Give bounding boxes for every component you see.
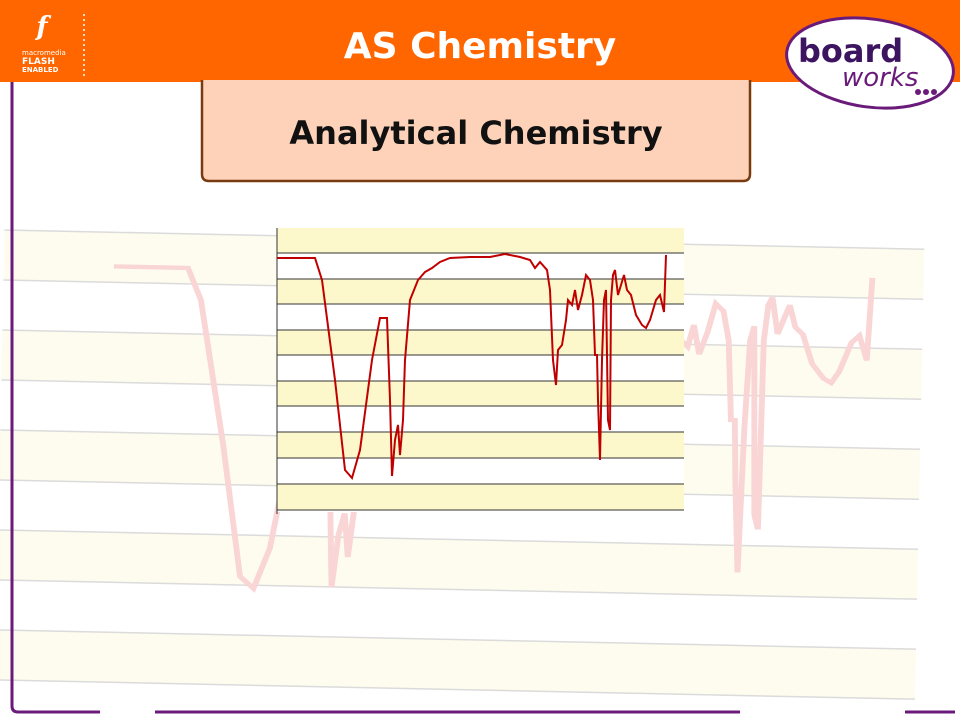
svg-text:f: f: [34, 12, 51, 42]
flash-badge: f macromedia FLASH ENABLED: [22, 12, 85, 76]
badge-text: FLASH: [22, 57, 55, 67]
logo: board works: [785, 16, 955, 110]
badge-text: ENABLED: [22, 66, 59, 74]
logo-text: works: [842, 63, 918, 93]
spectrum-image: [276, 228, 684, 514]
subtitle: Analytical Chemistry: [289, 114, 662, 152]
subtitle-tab: [200, 80, 752, 183]
badge-text: macromedia: [22, 49, 66, 57]
background-graphic: [0, 229, 925, 700]
header-title: AS Chemistry: [344, 26, 617, 67]
frame: [10, 82, 100, 714]
logo-text: board: [798, 32, 903, 70]
